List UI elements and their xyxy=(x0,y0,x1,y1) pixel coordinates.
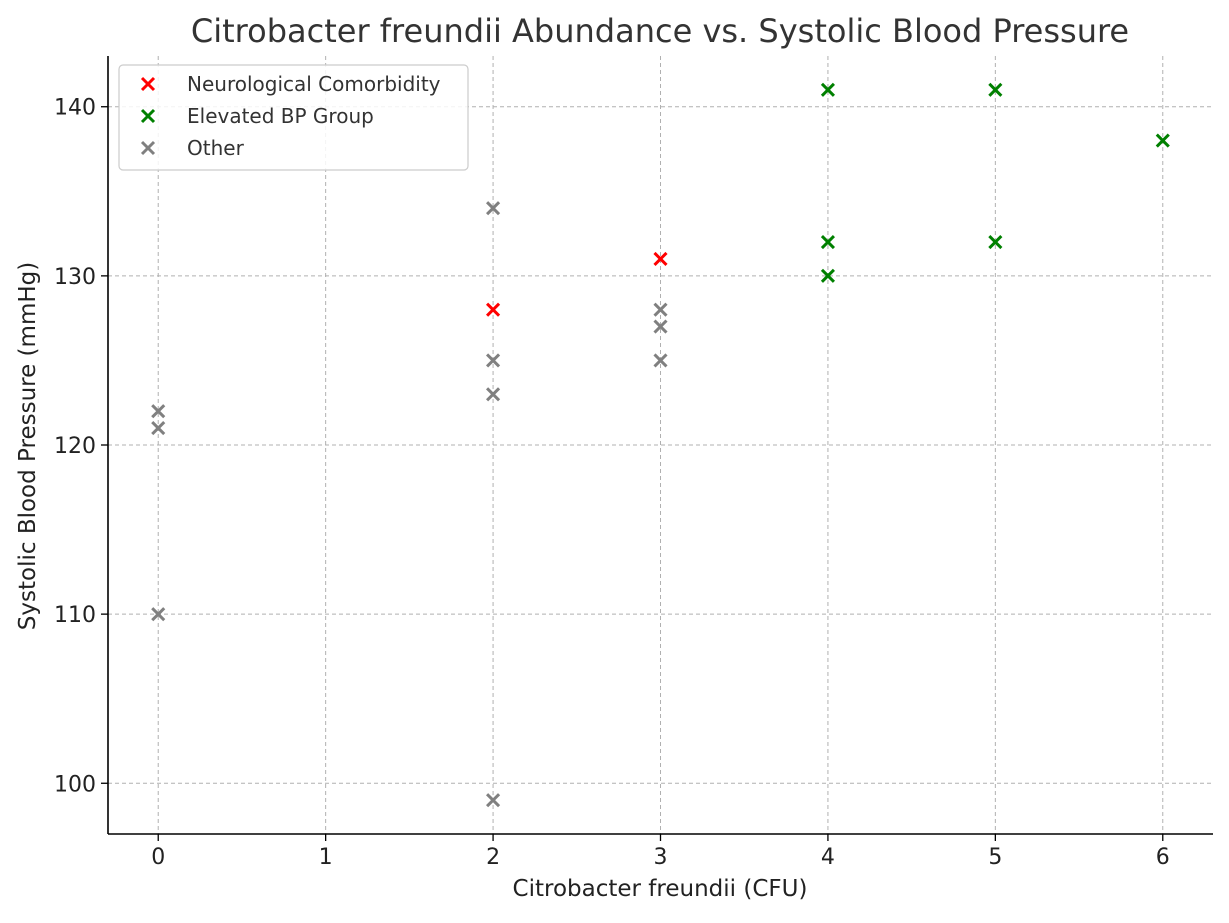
x-tick-label: 6 xyxy=(1156,845,1170,870)
legend-label: Neurological Comorbidity xyxy=(187,72,441,96)
y-tick-label: 120 xyxy=(54,434,96,459)
series-1 xyxy=(820,82,1170,283)
x-tick-label: 3 xyxy=(654,845,668,870)
x-tick-label: 5 xyxy=(988,845,1002,870)
y-axis-label: Systolic Blood Pressure (mmHg) xyxy=(15,262,41,630)
data-point xyxy=(151,607,166,622)
legend: Neurological Comorbidity Elevated BP Grou… xyxy=(118,64,469,171)
y-tick-label: 110 xyxy=(54,603,96,628)
legend-marker xyxy=(140,108,156,124)
y-tick-label: 100 xyxy=(54,772,96,797)
data-point xyxy=(151,421,166,436)
legend-marker xyxy=(140,76,156,92)
x-tick-label: 4 xyxy=(821,845,835,870)
series-2 xyxy=(151,201,668,808)
data-point xyxy=(653,302,668,317)
x-tick-label: 0 xyxy=(151,845,165,870)
grid-layer xyxy=(108,56,1213,834)
axes-layer: 0 1 2 3 4 5 6 100 110 120 130 140 xyxy=(54,56,1213,870)
legend-label: Elevated BP Group xyxy=(187,104,374,128)
y-tick-label: 130 xyxy=(54,265,96,290)
data-point xyxy=(988,234,1003,250)
series-0 xyxy=(486,251,668,317)
x-tick-label: 1 xyxy=(319,845,333,870)
data-point xyxy=(486,353,501,368)
points-layer xyxy=(151,82,1170,808)
data-point xyxy=(486,793,501,808)
legend-frame xyxy=(118,64,469,171)
data-point xyxy=(1155,133,1170,148)
data-point xyxy=(653,319,668,334)
x-axis-label: Citrobacter freundii (CFU) xyxy=(513,876,808,902)
legend-label: Other xyxy=(187,136,245,160)
data-point xyxy=(653,251,668,267)
data-point xyxy=(486,201,501,216)
data-point xyxy=(653,353,668,368)
y-tick-label: 140 xyxy=(54,96,96,121)
data-point xyxy=(820,82,835,97)
legend-entries: Neurological Comorbidity Elevated BP Grou… xyxy=(140,72,441,160)
legend-marker xyxy=(140,140,156,156)
data-point xyxy=(820,268,835,283)
data-point xyxy=(486,302,501,317)
chart-title: Citrobacter freundii Abundance vs. Systo… xyxy=(191,12,1129,50)
x-tick-label: 2 xyxy=(486,845,500,870)
data-point xyxy=(486,387,501,402)
data-point xyxy=(151,404,166,419)
data-point xyxy=(988,82,1003,97)
data-point xyxy=(820,234,835,250)
